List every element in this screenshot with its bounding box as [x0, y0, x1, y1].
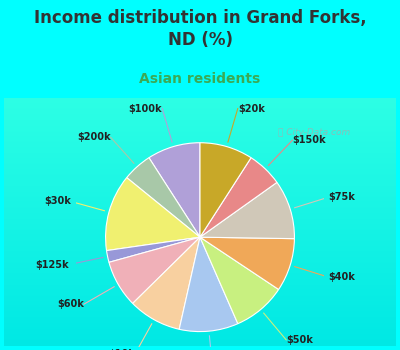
Wedge shape — [200, 237, 279, 324]
Text: $50k: $50k — [286, 335, 313, 345]
Text: $200k: $200k — [77, 132, 110, 142]
Text: $125k: $125k — [35, 260, 69, 270]
Text: $100k: $100k — [128, 104, 162, 113]
Wedge shape — [179, 237, 238, 331]
Wedge shape — [149, 143, 200, 237]
Text: $20k: $20k — [238, 104, 265, 113]
Text: Income distribution in Grand Forks,
ND (%): Income distribution in Grand Forks, ND (… — [34, 9, 366, 49]
Wedge shape — [106, 237, 200, 262]
Wedge shape — [200, 237, 294, 289]
Wedge shape — [109, 237, 200, 303]
Text: ⓘ City-Data.com: ⓘ City-Data.com — [278, 128, 351, 137]
Text: $30k: $30k — [44, 196, 71, 206]
Wedge shape — [200, 158, 277, 237]
Text: $10k: $10k — [108, 349, 135, 350]
Text: $150k: $150k — [292, 135, 326, 145]
Text: Asian residents: Asian residents — [139, 72, 261, 86]
Text: $60k: $60k — [57, 299, 84, 309]
Wedge shape — [106, 177, 200, 251]
Text: $40k: $40k — [328, 272, 355, 282]
Wedge shape — [200, 182, 294, 239]
Text: $75k: $75k — [328, 193, 355, 202]
Wedge shape — [127, 158, 200, 237]
Wedge shape — [200, 143, 251, 237]
Wedge shape — [133, 237, 200, 329]
